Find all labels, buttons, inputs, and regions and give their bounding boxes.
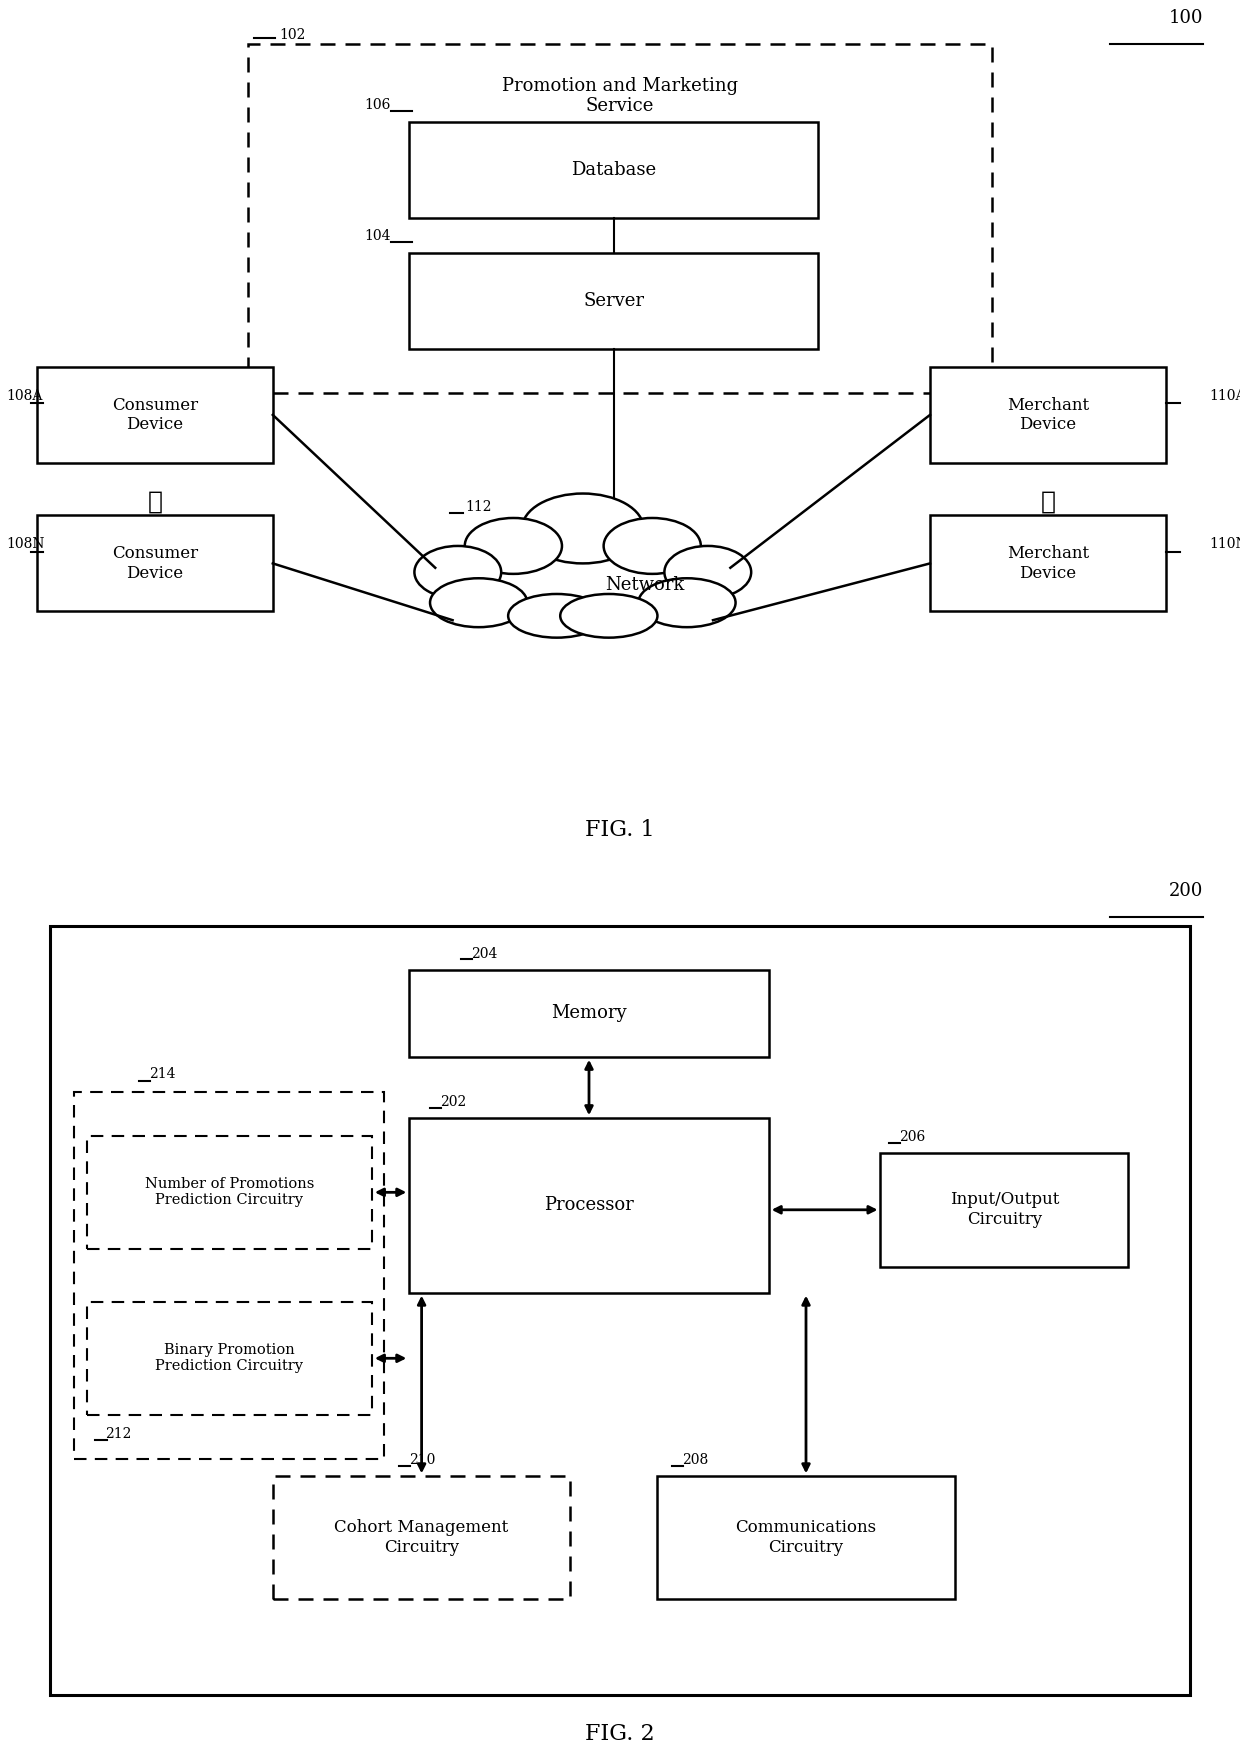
Text: ⋮: ⋮	[1040, 491, 1055, 514]
Text: Processor: Processor	[544, 1197, 634, 1214]
Text: Cohort Management
Circuitry: Cohort Management Circuitry	[335, 1520, 508, 1555]
Text: Merchant
Device: Merchant Device	[1007, 397, 1089, 433]
Text: 206: 206	[899, 1130, 925, 1144]
Text: 214: 214	[149, 1067, 175, 1081]
Ellipse shape	[665, 547, 751, 597]
Text: 208: 208	[682, 1454, 708, 1467]
Text: 200: 200	[1168, 882, 1203, 900]
Text: Consumer
Device: Consumer Device	[112, 545, 198, 582]
Bar	[409, 970, 769, 1057]
Text: 108A: 108A	[6, 388, 42, 404]
Text: Merchant
Device: Merchant Device	[1007, 545, 1089, 582]
Bar	[50, 926, 1190, 1695]
Ellipse shape	[522, 493, 644, 564]
Text: 108N: 108N	[6, 536, 45, 552]
Text: 102: 102	[279, 28, 305, 42]
Bar	[930, 515, 1166, 611]
Ellipse shape	[639, 578, 735, 627]
Text: 204: 204	[471, 947, 497, 961]
Bar	[37, 367, 273, 463]
Text: 110A: 110A	[1209, 388, 1240, 404]
Bar	[409, 1118, 769, 1293]
Text: Network: Network	[605, 577, 684, 594]
Ellipse shape	[604, 519, 701, 573]
Bar	[930, 367, 1166, 463]
Text: 106: 106	[365, 98, 391, 112]
Text: 202: 202	[440, 1095, 466, 1109]
Bar	[880, 1153, 1128, 1267]
Text: FIG. 1: FIG. 1	[585, 819, 655, 840]
Text: Server: Server	[583, 292, 645, 311]
Text: Input/Output
Circuitry: Input/Output Circuitry	[950, 1191, 1059, 1228]
Bar	[74, 1092, 384, 1459]
Bar	[409, 122, 818, 218]
Text: Promotion and Marketing
Service: Promotion and Marketing Service	[502, 77, 738, 115]
Text: Binary Promotion
Prediction Circuitry: Binary Promotion Prediction Circuitry	[155, 1343, 304, 1373]
Bar	[87, 1302, 372, 1415]
Text: FIG. 2: FIG. 2	[585, 1723, 655, 1745]
Text: ⋮: ⋮	[148, 491, 162, 514]
Text: 210: 210	[409, 1454, 435, 1467]
Bar	[657, 1476, 955, 1599]
Bar	[248, 44, 992, 393]
Bar	[273, 1476, 570, 1599]
Text: Consumer
Device: Consumer Device	[112, 397, 198, 433]
Text: 100: 100	[1168, 9, 1203, 26]
Ellipse shape	[414, 547, 501, 597]
Ellipse shape	[560, 594, 657, 638]
Text: 110N: 110N	[1209, 536, 1240, 552]
Bar	[409, 253, 818, 349]
Text: 104: 104	[365, 229, 391, 243]
Text: Memory: Memory	[552, 1005, 626, 1022]
Text: 112: 112	[465, 500, 491, 514]
Ellipse shape	[508, 594, 605, 638]
Ellipse shape	[465, 519, 562, 573]
Text: Communications
Circuitry: Communications Circuitry	[735, 1520, 877, 1555]
Ellipse shape	[430, 578, 527, 627]
Text: Database: Database	[572, 161, 656, 180]
Bar	[87, 1136, 372, 1249]
Text: 212: 212	[105, 1427, 131, 1441]
Bar	[37, 515, 273, 611]
Text: Number of Promotions
Prediction Circuitry: Number of Promotions Prediction Circuitr…	[145, 1177, 314, 1207]
